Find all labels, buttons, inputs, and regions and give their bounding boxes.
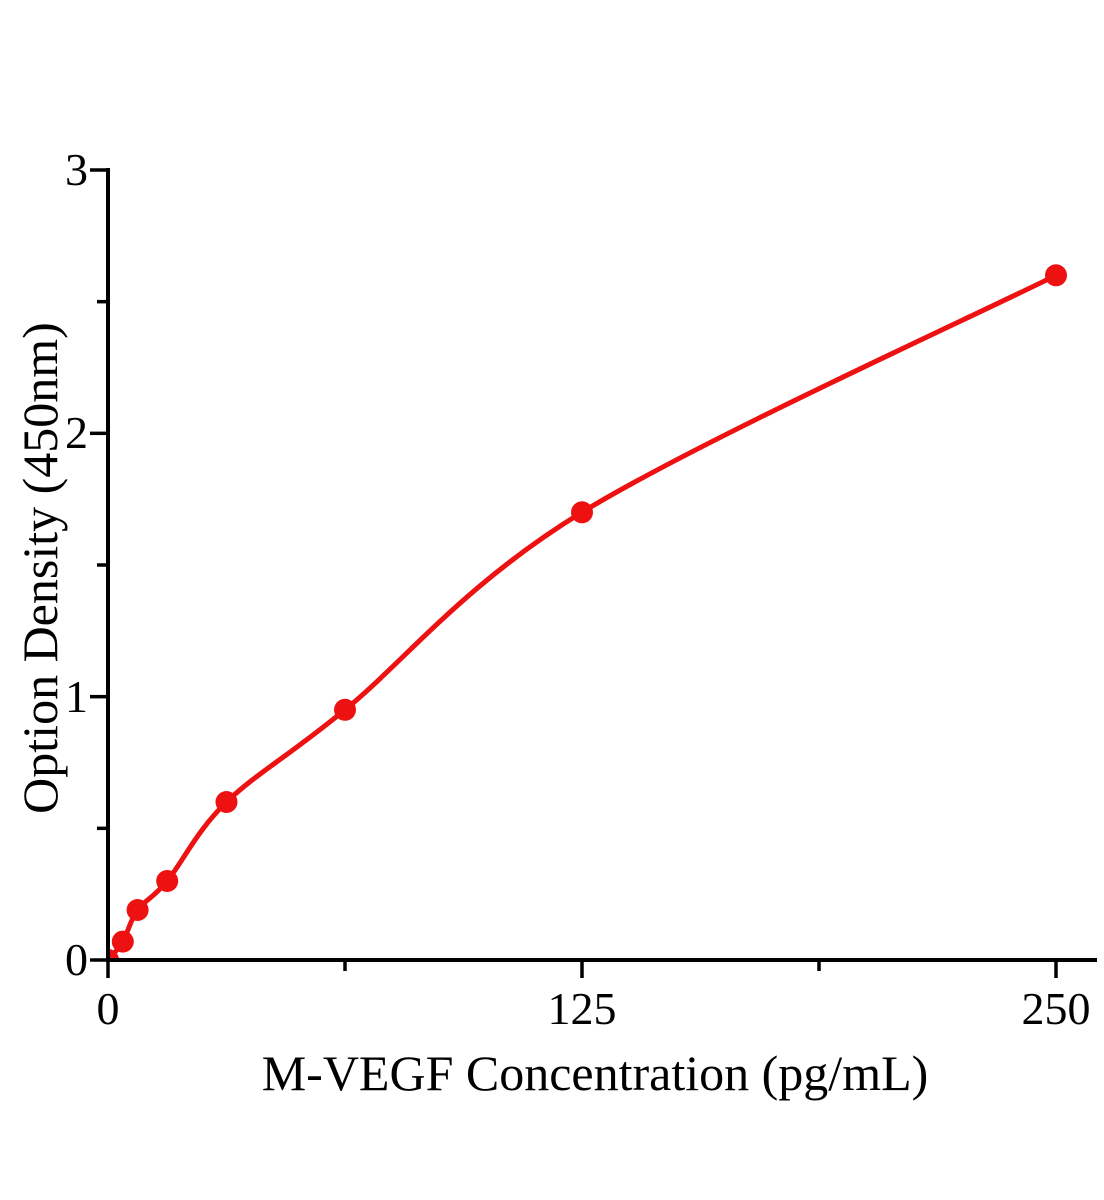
y-tick-label: 0 <box>65 934 88 985</box>
y-tick-label: 2 <box>65 407 88 459</box>
data-point-marker <box>215 791 238 813</box>
x-tick-label: 250 <box>1021 983 1091 1034</box>
y-tick-label: 3 <box>65 144 88 195</box>
series-group <box>110 264 1067 958</box>
data-point-marker <box>571 501 593 524</box>
x-tick-label: 125 <box>547 983 617 1034</box>
data-point-marker <box>110 949 119 958</box>
data-point-marker <box>111 930 134 953</box>
y-axis-title: Option Density (450nm) <box>12 322 68 814</box>
y-tick-label: 1 <box>65 670 88 722</box>
x-axis-title: M-VEGF Concentration (pg/mL) <box>261 1045 929 1101</box>
standard-curve-line <box>110 273 1058 958</box>
data-point-marker <box>156 870 179 892</box>
x-tick-label: 0 <box>96 983 120 1034</box>
data-point-marker <box>126 899 149 921</box>
data-point-marker <box>334 698 356 721</box>
data-point-marker <box>1045 264 1067 287</box>
